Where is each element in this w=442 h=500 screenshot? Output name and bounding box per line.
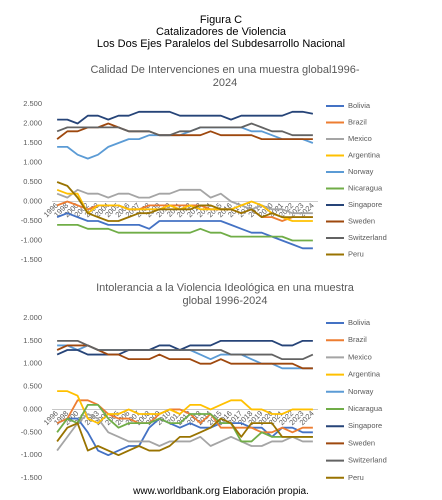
series-line: [57, 224, 313, 242]
legend-label: Bolivia: [348, 318, 371, 327]
series-line: [56, 403, 313, 443]
legend-label: Nicaragua: [348, 404, 383, 413]
y-tick-label: 1.000: [23, 359, 42, 368]
y-tick-label: 2.000: [23, 118, 42, 127]
legend-label: Brazil: [348, 335, 367, 344]
series-line: [57, 339, 314, 361]
legend-label: Argentina: [348, 150, 381, 159]
legend-label: Switzerland: [348, 456, 387, 465]
legend-label: Norway: [348, 167, 374, 176]
legend-label: Singapore: [348, 200, 382, 209]
legend-label: Peru: [348, 473, 364, 482]
y-tick-label: 1.500: [23, 336, 42, 345]
y-tick-label: 2.500: [23, 99, 42, 108]
legend-label: Singapore: [348, 421, 382, 430]
y-tick-label: 0.500: [23, 177, 42, 186]
legend-label: Mexico: [348, 134, 372, 143]
figure-label: Figura C: [199, 14, 243, 26]
series-line: [56, 339, 313, 356]
legend-label: Nicaragua: [348, 183, 383, 192]
y-tick-label: -1.500: [21, 255, 42, 264]
series-line: [56, 122, 313, 137]
figure-subtitle: Los Dos Ejes Paralelos del Subdesarrollo…: [96, 38, 346, 50]
legend-label: Mexico: [348, 352, 372, 361]
legend-label: Peru: [348, 249, 364, 258]
y-tick-label: -1.500: [21, 473, 42, 482]
series-line: [56, 181, 313, 222]
legend-label: Switzerland: [348, 233, 387, 242]
chart-title: Calidad De Intervenciones en una muestra…: [90, 64, 360, 89]
chart-title: Intolerancia a la Violencia Ideológica e…: [96, 282, 354, 307]
series-line: [56, 188, 313, 222]
legend-label: Norway: [348, 387, 374, 396]
y-tick-label: -0.500: [21, 216, 42, 225]
y-tick-label: 0.000: [23, 404, 42, 413]
figure-title: Catalizadores de Violencia: [155, 26, 287, 38]
series-line: [57, 126, 314, 160]
y-tick-label: -1.000: [21, 450, 42, 459]
y-tick-label: 1.500: [23, 138, 42, 147]
legend-label: Brazil: [348, 117, 367, 126]
legend-label: Argentina: [348, 370, 381, 379]
series-line: [56, 417, 313, 457]
y-tick-label: 1.000: [23, 157, 42, 166]
y-tick-label: 0.500: [23, 382, 42, 391]
legend-label: Bolivia: [348, 101, 371, 110]
source-note: www.worldbank.org Elaboración propia.: [133, 486, 309, 497]
series-line: [57, 390, 313, 425]
y-tick-label: -0.500: [21, 427, 42, 436]
series-line: [56, 188, 313, 215]
legend-label: Sweden: [348, 438, 375, 447]
y-tick-label: -1.000: [21, 235, 42, 244]
series-line: [57, 110, 314, 125]
y-tick-label: 2.000: [23, 313, 42, 322]
y-tick-label: 0.000: [23, 196, 42, 205]
legend-label: Sweden: [348, 216, 375, 225]
